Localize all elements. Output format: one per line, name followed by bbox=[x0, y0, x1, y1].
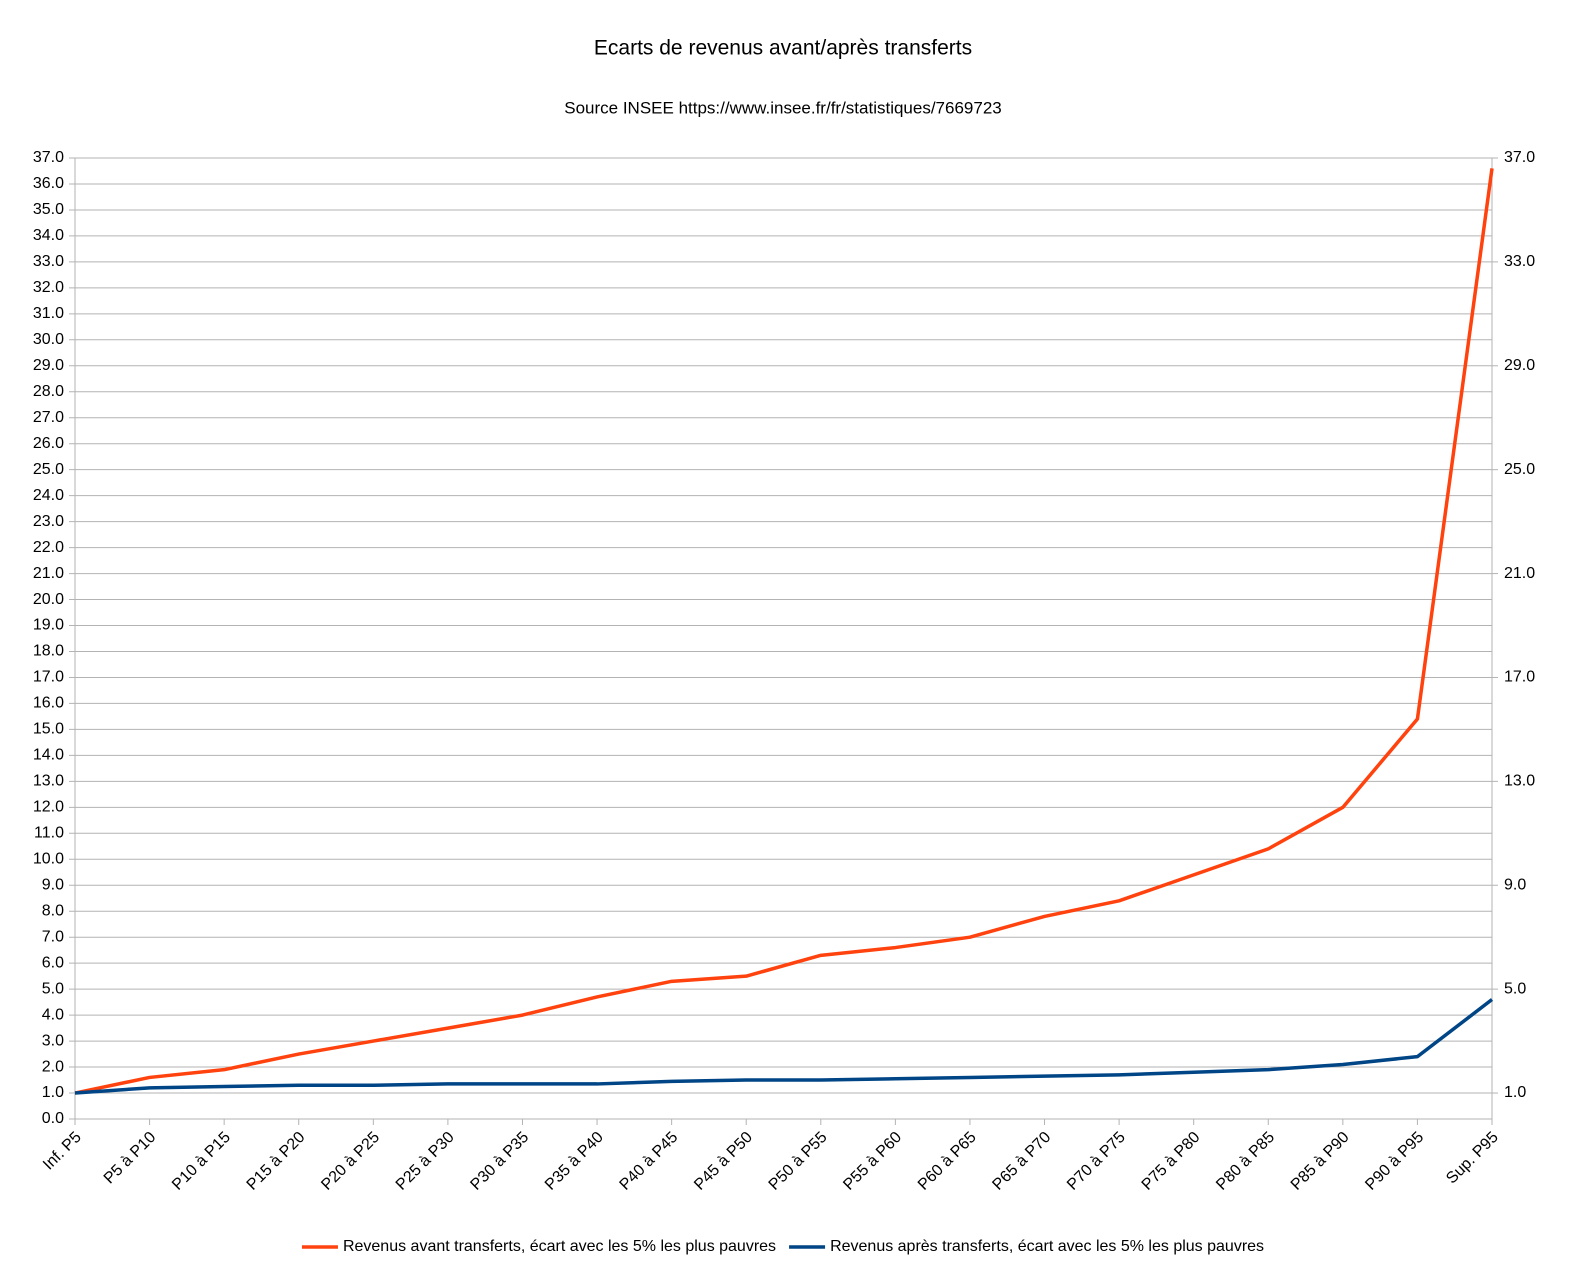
x-tick-label: P85 à P90 bbox=[1288, 1129, 1353, 1194]
y-tick-label: 9.0 bbox=[42, 876, 64, 893]
y-tick-label: 11.0 bbox=[34, 825, 64, 842]
y-tick-label: 0.0 bbox=[42, 1110, 64, 1127]
y-tick-label: 23.0 bbox=[33, 513, 64, 530]
y-tick-label: 10.0 bbox=[33, 850, 64, 867]
series-line bbox=[74, 998, 1494, 1095]
y2-tick-label: 25.0 bbox=[1504, 461, 1535, 478]
x-tick-label: P45 à P50 bbox=[691, 1129, 756, 1194]
y-tick-label: 37.0 bbox=[33, 149, 64, 166]
y-tick-label: 13.0 bbox=[33, 773, 64, 790]
x-tick-label: Inf. P5 bbox=[40, 1129, 85, 1174]
y-tick-label: 17.0 bbox=[33, 669, 64, 686]
y2-tick-label: 5.0 bbox=[1504, 980, 1526, 997]
y-tick-label: 1.0 bbox=[42, 1084, 64, 1101]
y-tick-label: 27.0 bbox=[33, 409, 64, 426]
x-tick-label: P75 à P80 bbox=[1139, 1129, 1204, 1194]
x-tick-label: P10 à P15 bbox=[169, 1129, 234, 1194]
y2-tick-label: 29.0 bbox=[1504, 357, 1535, 374]
y-tick-label: 3.0 bbox=[42, 1032, 64, 1049]
x-tick-label: P50 à P55 bbox=[766, 1129, 831, 1194]
x-tick-label: P5 à P10 bbox=[101, 1129, 160, 1188]
chart-subtitle: Source INSEE https://www.insee.fr/fr/sta… bbox=[564, 98, 1002, 117]
x-tick-label: P70 à P75 bbox=[1064, 1129, 1129, 1194]
y-tick-label: 28.0 bbox=[33, 383, 64, 400]
y-tick-label: 5.0 bbox=[42, 980, 64, 997]
y-tick-label: 33.0 bbox=[33, 253, 64, 270]
y2-tick-label: 13.0 bbox=[1504, 773, 1535, 790]
y-tick-label: 2.0 bbox=[42, 1058, 64, 1075]
y-tick-label: 29.0 bbox=[33, 357, 64, 374]
chart-title: Ecarts de revenus avant/après transferts bbox=[594, 37, 972, 60]
x-tick-label: P90 à P95 bbox=[1362, 1129, 1427, 1194]
y-tick-label: 34.0 bbox=[33, 227, 64, 244]
y-tick-label: 32.0 bbox=[33, 279, 64, 296]
y-tick-label: 18.0 bbox=[33, 643, 64, 660]
y-tick-label: 22.0 bbox=[33, 539, 64, 556]
legend-label: Revenus après transferts, écart avec les… bbox=[830, 1238, 1264, 1255]
y-tick-label: 7.0 bbox=[42, 928, 64, 945]
y2-tick-label: 17.0 bbox=[1504, 669, 1535, 686]
y-tick-label: 15.0 bbox=[33, 721, 64, 738]
x-tick-label: P30 à P35 bbox=[467, 1129, 532, 1194]
y-tick-label: 4.0 bbox=[42, 1006, 64, 1023]
x-tick-label: P15 à P20 bbox=[244, 1129, 309, 1194]
y-tick-label: 26.0 bbox=[33, 435, 64, 452]
y-tick-label: 12.0 bbox=[33, 799, 64, 816]
y-tick-label: 35.0 bbox=[33, 201, 64, 218]
x-tick-label: P20 à P25 bbox=[318, 1129, 383, 1194]
y-tick-label: 14.0 bbox=[33, 747, 64, 764]
y-tick-label: 30.0 bbox=[33, 331, 64, 348]
y2-tick-label: 1.0 bbox=[1504, 1084, 1526, 1101]
x-tick-label: P40 à P45 bbox=[617, 1129, 682, 1194]
y-tick-label: 24.0 bbox=[33, 487, 64, 504]
x-tick-label: P60 à P65 bbox=[915, 1129, 980, 1194]
y2-tick-label: 37.0 bbox=[1504, 149, 1535, 166]
y-tick-label: 8.0 bbox=[42, 902, 64, 919]
y-tick-label: 19.0 bbox=[33, 617, 64, 634]
y2-tick-label: 9.0 bbox=[1504, 876, 1526, 893]
x-tick-label: P80 à P85 bbox=[1213, 1129, 1278, 1194]
x-tick-label: P35 à P40 bbox=[542, 1129, 607, 1194]
y-tick-label: 20.0 bbox=[33, 591, 64, 608]
y-tick-label: 21.0 bbox=[33, 565, 64, 582]
y-tick-label: 36.0 bbox=[33, 175, 64, 192]
series-line bbox=[74, 168, 1494, 1095]
y-tick-label: 31.0 bbox=[33, 305, 64, 322]
y2-tick-label: 21.0 bbox=[1504, 565, 1535, 582]
x-tick-label: Sup. P95 bbox=[1443, 1129, 1502, 1188]
x-tick-label: P55 à P60 bbox=[840, 1129, 905, 1194]
y-tick-label: 16.0 bbox=[33, 695, 64, 712]
y2-tick-label: 33.0 bbox=[1504, 253, 1535, 270]
x-tick-label: P25 à P30 bbox=[393, 1129, 458, 1194]
y-tick-label: 25.0 bbox=[33, 461, 64, 478]
y-tick-label: 6.0 bbox=[42, 954, 64, 971]
legend-label: Revenus avant transferts, écart avec les… bbox=[343, 1238, 776, 1255]
x-tick-label: P65 à P70 bbox=[989, 1129, 1054, 1194]
legend: Revenus avant transferts, écart avec les… bbox=[301, 1238, 1264, 1255]
